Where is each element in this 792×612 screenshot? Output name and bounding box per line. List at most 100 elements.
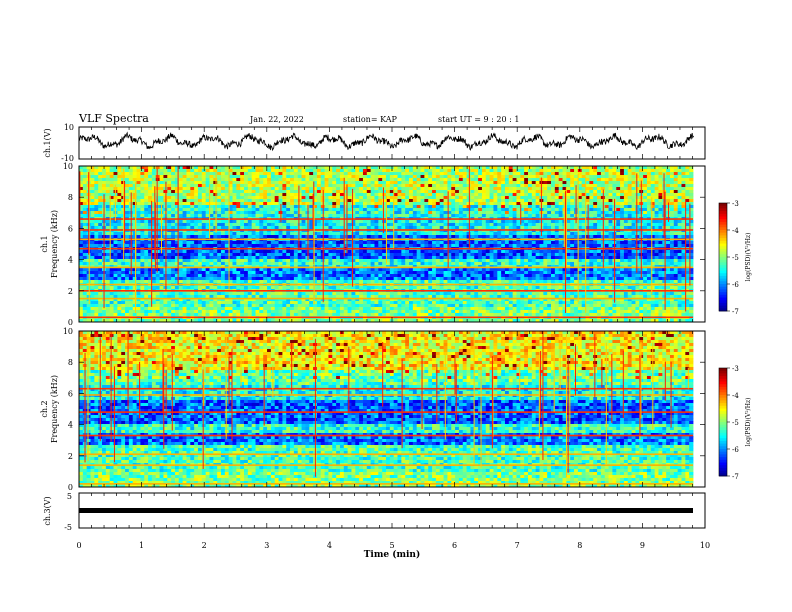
spec-cell <box>282 187 287 191</box>
figure-title: VLF Spectra <box>78 112 149 125</box>
spec-cell <box>259 253 264 257</box>
spec-cell <box>616 235 621 239</box>
spec-cell <box>347 190 352 194</box>
spec-cell <box>512 211 517 215</box>
spec-cell <box>186 169 191 173</box>
spec-cell <box>689 226 694 230</box>
spec-cell <box>136 220 141 224</box>
spec-cell <box>278 244 283 248</box>
spec-cell <box>79 181 84 185</box>
spec-cell <box>432 205 437 209</box>
spec-cell <box>159 184 164 188</box>
spec-cell <box>174 184 180 188</box>
spec-cell <box>412 190 418 194</box>
spec-cell <box>504 250 510 254</box>
spec-cell <box>620 202 625 206</box>
spec-cell <box>462 250 467 254</box>
spec-cell <box>681 232 686 236</box>
spec-cell <box>197 208 203 212</box>
spec-cell <box>466 211 471 215</box>
spec-cell <box>616 223 621 227</box>
spec-cell <box>585 244 590 248</box>
spec-cell <box>604 205 609 209</box>
spec-cell <box>620 172 625 176</box>
spec-cell <box>251 181 256 185</box>
spec-cell <box>209 244 214 248</box>
spec-cell <box>290 232 295 236</box>
spec-cell <box>316 232 322 236</box>
spec-cell <box>669 196 675 200</box>
spec-cell <box>474 166 479 170</box>
spec-cell <box>347 193 352 197</box>
spec-cell <box>362 196 368 200</box>
spec-cell <box>182 244 187 248</box>
spec-cell <box>79 184 84 188</box>
spec-cell <box>478 181 483 185</box>
spec-cell <box>336 244 341 248</box>
spec-cell <box>309 190 314 194</box>
spec-cell <box>190 196 195 200</box>
spec-cell <box>566 250 571 254</box>
spec-cell <box>420 220 425 224</box>
spec-cell <box>681 253 686 257</box>
spec-cell <box>278 196 283 200</box>
spec-cell <box>136 253 141 257</box>
spec-cell <box>382 181 387 185</box>
spec-cell <box>616 205 621 209</box>
spec-cell <box>612 181 617 185</box>
spec-cell <box>251 172 256 176</box>
spec-cell <box>182 250 187 254</box>
spec-cell <box>79 244 84 248</box>
spec-cell <box>650 232 656 236</box>
spec-cell <box>623 169 629 173</box>
spec-cell <box>128 169 134 173</box>
spec-cell <box>432 241 437 245</box>
spec-cell <box>148 256 153 260</box>
spec-cell <box>263 250 268 254</box>
spec-cell <box>393 178 398 182</box>
spec-cell <box>370 184 375 188</box>
spec-cell <box>178 187 184 191</box>
spec-cell <box>362 235 368 239</box>
spec-cell <box>455 202 460 206</box>
spec-cell <box>462 232 467 236</box>
spec-cell <box>316 205 322 209</box>
spec-cell <box>608 220 613 224</box>
spec-cell <box>251 232 256 236</box>
spec-cell <box>332 244 337 248</box>
spec-cell <box>217 208 222 212</box>
spec-cell <box>481 181 487 185</box>
spec-cell <box>432 220 437 224</box>
spec-cell <box>432 250 437 254</box>
spec-cell <box>132 250 137 254</box>
spec-cell <box>409 169 414 173</box>
spec-cell <box>347 208 352 212</box>
spec-cell <box>520 232 525 236</box>
spec-cell <box>324 211 329 215</box>
spec-cell <box>267 169 272 173</box>
spec-cell <box>290 253 295 257</box>
spec-cell <box>182 256 187 260</box>
spec-cell <box>140 223 145 227</box>
spec-cell <box>589 178 594 182</box>
spec-cell <box>389 199 395 203</box>
spec-cell <box>194 181 199 185</box>
spec-cell <box>658 220 663 224</box>
spec-cell <box>224 202 230 206</box>
spec-cell <box>512 235 517 239</box>
spec-cell <box>535 253 540 257</box>
spec-cell <box>616 166 621 170</box>
spec-cell <box>462 226 467 230</box>
spec-cell <box>600 169 606 173</box>
spec-cell <box>416 244 421 248</box>
spec-cell <box>125 202 130 206</box>
spec-cell <box>485 241 491 245</box>
spec-cell <box>324 208 329 212</box>
spec-cell <box>646 250 652 254</box>
spec-cell <box>389 223 395 227</box>
spec-cell <box>220 202 226 206</box>
spec-cell <box>270 223 276 227</box>
spec-cell <box>504 253 510 257</box>
spec-cell <box>470 244 475 248</box>
spec-cell <box>244 190 249 194</box>
